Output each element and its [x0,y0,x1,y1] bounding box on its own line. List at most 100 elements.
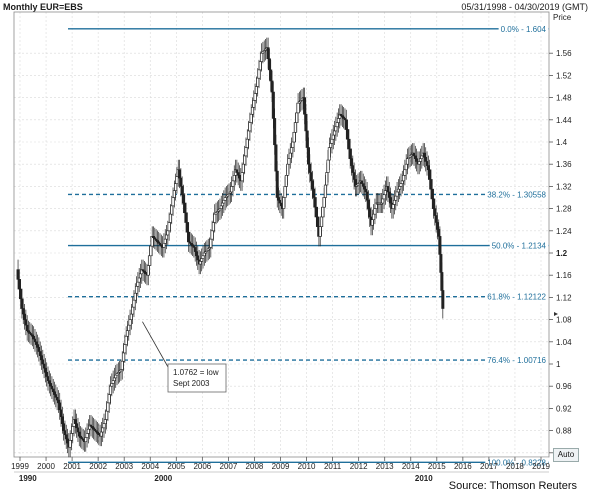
candle-body [222,199,226,204]
candle-body [60,416,64,424]
source-credit: Source: Thomson Reuters [448,480,577,492]
candle-body [43,367,47,373]
candle-body [66,438,70,444]
candle-body [282,197,286,209]
chart-title: Monthly EUR=EBS [3,2,83,12]
x-tick-label: 2008 [246,462,264,471]
candle-body [394,195,398,201]
annotation-box [167,363,227,393]
candle-body [219,205,223,209]
candle-body [392,199,396,205]
candle-body [39,355,43,361]
candle-body [274,144,278,172]
candle-body [243,155,247,165]
auto-scale-button[interactable]: Auto [553,448,579,462]
candle-body [257,69,261,79]
candle-body [370,219,374,226]
candle-body [33,338,37,343]
candle-body [165,234,169,240]
candle-body [135,285,139,294]
candle-body [64,434,68,440]
candle-body [45,372,49,377]
candle-body [181,194,185,204]
y-axis-title: Price [553,13,572,22]
fib-level-label: 61.8% - 1.12122 [487,293,546,302]
annotation-line-1: 1.0762 = low [173,368,219,377]
candle-body [295,112,299,123]
candle-body [149,245,153,257]
candle-body [131,306,135,315]
candle-body [250,107,254,115]
candle-body [124,335,128,345]
candle-body [240,172,244,182]
candle-body [387,191,391,198]
candle-body [99,431,103,437]
candle-body [326,159,330,173]
x-tick-label: 2000 [37,462,55,471]
candle-body [305,130,309,148]
fib-level-label: 76.4% - 1.00716 [487,356,546,365]
candle-body [360,180,364,184]
candle-body [258,61,262,71]
candle-body [107,394,111,404]
y-tick-label: 0.96 [556,382,572,391]
candle-body [193,247,197,252]
candle-body [270,80,274,93]
y-tick-label: 1.16 [556,271,572,280]
candle-body [167,222,171,232]
decade-label: 2000 [154,474,172,483]
candle-body [200,258,204,262]
candle-body [175,176,179,184]
candle-body [163,238,167,244]
x-tick-label: 2014 [402,462,420,471]
candle-body [53,391,57,395]
candle-body [138,273,142,279]
candle-body [179,177,183,187]
y-axis: 0.840.880.920.9611.041.081.121.161.21.24… [549,13,572,458]
candle-body [137,277,141,283]
candle-body [101,427,105,433]
candle-body [400,180,404,184]
candle-body [372,213,376,220]
candle-body [432,198,436,209]
candle-body [102,423,106,429]
candle-body [364,188,368,193]
candle-body [435,222,439,230]
candle-body [129,313,133,320]
candle-body [288,152,292,159]
candle-body [398,186,402,190]
plot-frame [13,11,550,458]
candle-body [110,383,114,387]
candle-body [209,238,213,248]
candle-body [211,222,215,232]
y-tick-label: 1.24 [556,227,572,236]
candle-body [41,359,45,365]
y-tick-label: 0.88 [556,427,572,436]
candle-body [21,308,25,315]
gridlines [14,12,549,457]
candle-body [248,122,252,132]
candle-body [277,197,281,201]
candle-body [196,255,200,261]
candle-body [346,129,350,140]
candle-body [284,175,288,187]
candle-body [327,147,331,161]
candle-body [347,138,351,150]
candle-body [146,265,150,276]
candle-body [363,186,367,190]
y-tick-label: 1.04 [556,338,572,347]
candle-body [136,281,140,287]
candle-body [292,131,296,143]
x-tick-label: 2002 [89,462,107,471]
candle-body [105,410,109,420]
candle-body [415,158,419,162]
candle-body [128,319,132,326]
candle-body [286,163,290,176]
fibonacci-levels: 0.0% - 1.604 38.2% - 1.30558 50.0% - 1.213… [68,23,549,469]
y-tick-label: 1.32 [556,182,572,191]
candle-body [256,77,260,87]
candle-body [296,102,300,114]
candle-body [231,180,235,187]
y-tick-label: 0.92 [556,404,572,413]
